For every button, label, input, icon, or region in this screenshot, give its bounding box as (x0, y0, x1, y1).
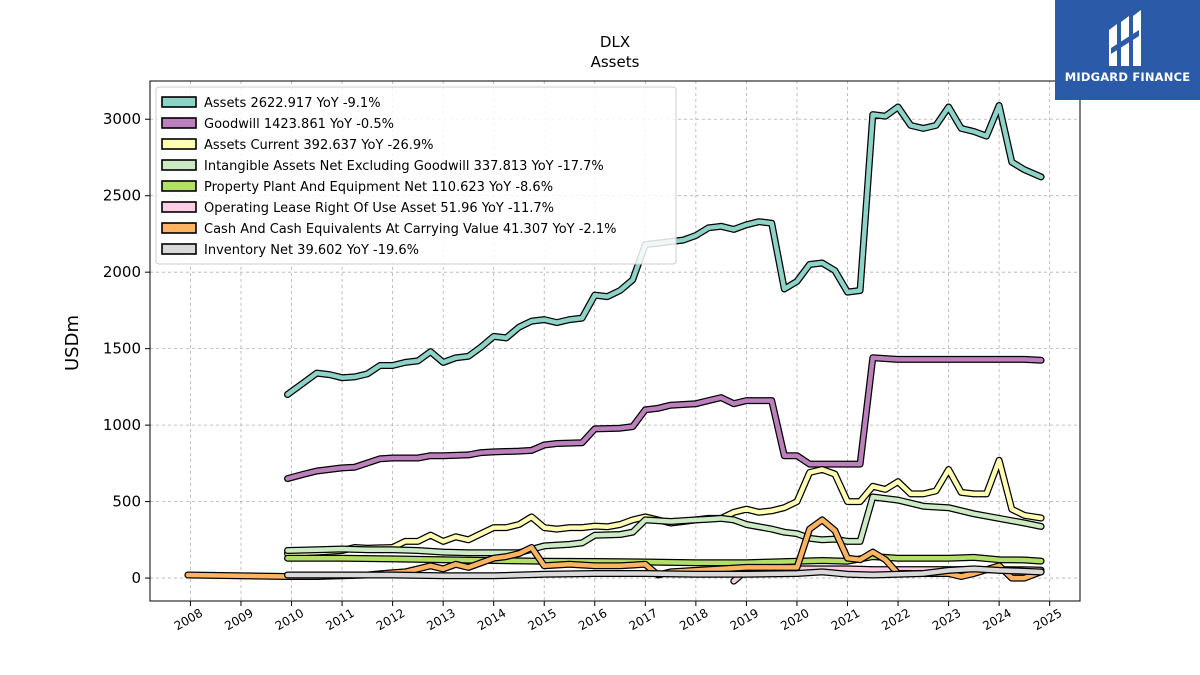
y-tick-label: 500 (112, 493, 141, 511)
y-tick-label: 2000 (103, 263, 141, 281)
legend-swatch (161, 117, 197, 129)
legend-label: Cash And Cash Equivalents At Carrying Va… (204, 222, 616, 237)
x-tick-label: 2008 (172, 606, 205, 633)
y-tick-label: 1000 (103, 416, 141, 434)
brand-logo: MIDGARD FINANCE (1055, 0, 1200, 100)
brand-name: MIDGARD FINANCE (1064, 70, 1191, 84)
brand-mark-icon (1109, 10, 1141, 66)
x-tick-label: 2025 (1031, 606, 1064, 633)
x-tick-label: 2011 (323, 606, 356, 633)
x-tick-label: 2010 (273, 606, 306, 633)
x-tick-label: 2014 (475, 606, 508, 633)
plot-area-frame (149, 80, 1081, 602)
series-line-intangible-assets-net-excluding-goodwill (285, 494, 1044, 556)
legend-box (155, 86, 677, 265)
x-tick-label: 2009 (222, 606, 255, 633)
legend-swatch (161, 96, 197, 108)
x-tick-label: 2013 (424, 606, 457, 633)
x-tick-label: 2021 (829, 606, 862, 633)
x-tick-label: 2024 (980, 606, 1013, 633)
legend-swatch (161, 180, 197, 192)
legend-label: Inventory Net 39.602 YoY -19.6% (204, 243, 419, 258)
y-tick-label: 1500 (103, 340, 141, 358)
legend-swatch (161, 222, 197, 234)
y-tick-label: 2500 (103, 187, 141, 205)
legend: Assets 2622.917 YoY -9.1% Goodwill 1423.8… (155, 86, 677, 265)
y-axis-label: USDm (62, 315, 83, 371)
x-tick-label: 2016 (576, 606, 609, 633)
legend-swatch (161, 159, 197, 171)
chart-title: DLX (600, 33, 630, 51)
legend-swatch (161, 201, 197, 213)
legend-label: Assets Current 392.637 YoY -26.9% (204, 138, 434, 153)
legend-label: Goodwill 1423.861 YoY -0.5% (204, 117, 394, 132)
y-tick-label: 0 (131, 569, 141, 587)
legend-label: Intangible Assets Net Excluding Goodwill… (204, 159, 604, 174)
x-tick-label: 2012 (374, 606, 407, 633)
x-tick-label: 2015 (526, 606, 559, 633)
x-tick-label: 2017 (627, 606, 660, 633)
legend-label: Assets 2622.917 YoY -9.1% (204, 96, 381, 111)
legend-label: Property Plant And Equipment Net 110.623… (204, 180, 553, 195)
series-line-outline-goodwill (284, 354, 1045, 483)
x-tick-label: 2023 (930, 606, 963, 633)
legend-swatch (161, 243, 197, 255)
x-tick-label: 2019 (728, 606, 761, 633)
series-line-goodwill (285, 355, 1044, 481)
legend-swatch (161, 138, 197, 150)
series-line-inventory-net (285, 566, 1044, 579)
y-tick-label: 3000 (103, 110, 141, 128)
series-line-property-plant-and-equipment-net (285, 554, 1044, 566)
legend-label: Operating Lease Right Of Use Asset 51.96… (204, 201, 554, 216)
x-tick-label: 2018 (677, 606, 710, 633)
chart-subtitle: Assets (591, 53, 640, 71)
x-tick-label: 2022 (879, 606, 912, 633)
x-tick-label: 2020 (778, 606, 811, 633)
